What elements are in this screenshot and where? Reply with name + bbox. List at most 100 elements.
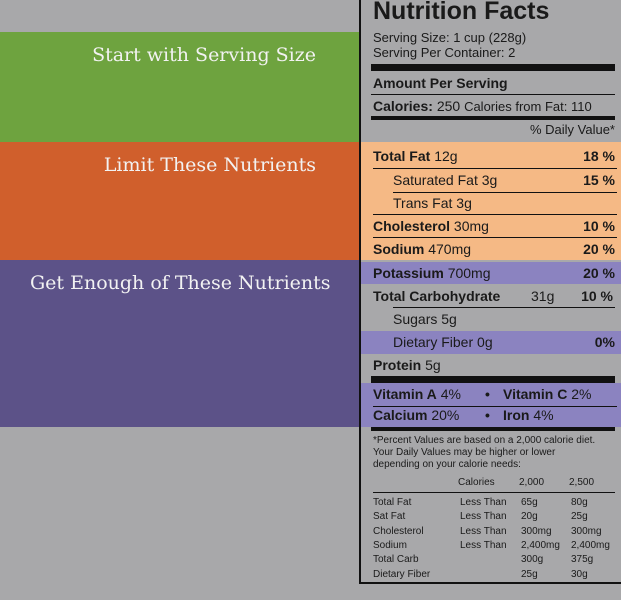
mid-divider bbox=[371, 427, 615, 431]
total-carb-name: Total Carbohydrate bbox=[373, 288, 501, 304]
table-cell-name: Total Fat bbox=[373, 497, 412, 508]
table-cell-qual: Less Than bbox=[460, 539, 507, 551]
calories-row: Calories: 250 Calories from Fat: 110 bbox=[373, 98, 592, 114]
potassium-amount: 700mg bbox=[447, 265, 491, 281]
get-enough-callout-label: Get Enough of These Nutrients bbox=[30, 272, 331, 294]
table-cell-name: Sodium bbox=[373, 539, 407, 551]
footnote-line: *Percent Values are based on a 2,000 cal… bbox=[373, 435, 596, 446]
vitamin-c-name: Vitamin C bbox=[503, 386, 568, 402]
trans-fat-row: Trans Fat 3g bbox=[393, 195, 472, 211]
sodium-amount: 470mg bbox=[428, 241, 472, 257]
table-cell-v1: 300mg bbox=[521, 525, 552, 537]
potassium-row: Potassium 700mg 20 % bbox=[361, 262, 621, 284]
amount-per-serving: Amount Per Serving bbox=[373, 75, 508, 91]
table-cell-qual: Less Than bbox=[460, 511, 507, 523]
table-header-2000: 2,000 bbox=[519, 477, 545, 488]
vitamin-a-name: Vitamin A bbox=[373, 386, 437, 402]
sodium-row: Sodium 470mg bbox=[373, 241, 471, 257]
dietary-fiber-dv: 0% bbox=[594, 334, 615, 350]
calories-value: 250 bbox=[436, 98, 461, 114]
divider bbox=[393, 307, 615, 308]
nutrition-facts-label: Nutrition Facts Serving Size: 1 cup (228… bbox=[359, 0, 621, 584]
serving-size: Serving Size: 1 cup (228g) bbox=[373, 30, 527, 45]
total-fat-amount: 12g bbox=[434, 148, 458, 164]
divider bbox=[373, 214, 617, 215]
total-carb-dv: 10 % bbox=[581, 288, 613, 304]
sodium-dv: 20 % bbox=[583, 241, 615, 257]
sugars-name: Sugars bbox=[393, 311, 438, 327]
calcium-row: Calcium 20% bbox=[373, 407, 459, 423]
calories-label: Calories: bbox=[373, 98, 433, 114]
thick-divider bbox=[371, 64, 615, 71]
table-cell-v2: 300mg bbox=[571, 525, 602, 537]
trans-fat-name: Trans Fat bbox=[393, 195, 453, 211]
saturated-fat-dv: 15 % bbox=[583, 172, 615, 188]
limit-nutrients-callout: Limit These Nutrients bbox=[0, 142, 359, 260]
table-cell-v1: 20g bbox=[521, 511, 538, 523]
bullet: • bbox=[485, 407, 490, 423]
potassium-dv: 20 % bbox=[583, 265, 615, 281]
limit-nutrients-callout-label: Limit These Nutrients bbox=[103, 154, 316, 176]
total-fat-dv: 18 % bbox=[583, 148, 615, 164]
serving-size-callout-label: Start with Serving Size bbox=[92, 44, 316, 66]
cholesterol-row: Cholesterol 30mg bbox=[373, 218, 489, 234]
daily-value-header: % Daily Value* bbox=[529, 122, 615, 137]
protein-amount: 5g bbox=[425, 357, 441, 373]
potassium-name: Potassium bbox=[373, 265, 444, 281]
saturated-fat-amount: 3g bbox=[481, 172, 498, 188]
footnote: *Percent Values are based on a 2,000 cal… bbox=[373, 435, 619, 471]
serving-size-callout: Start with Serving Size bbox=[0, 32, 359, 142]
protein-name: Protein bbox=[373, 357, 422, 373]
dietary-fiber-amount: 0g bbox=[477, 334, 493, 350]
total-fat-row: Total Fat 12g bbox=[373, 148, 458, 164]
table-cell-name: Total Carb bbox=[373, 554, 419, 566]
footnote-line: Your Daily Values may be higher or lower bbox=[373, 447, 556, 458]
table-cell-v1: 300g bbox=[521, 554, 544, 566]
vitamin-a-row: Vitamin A 4% bbox=[373, 386, 461, 402]
mid-divider bbox=[371, 116, 615, 120]
divider bbox=[371, 94, 615, 95]
cholesterol-name: Cholesterol bbox=[373, 218, 451, 234]
table-cell-name: Cholesterol bbox=[373, 525, 424, 537]
divider bbox=[393, 192, 617, 193]
table-cell-v2: 25g bbox=[571, 511, 588, 523]
label-title: Nutrition Facts bbox=[373, 0, 550, 25]
divider bbox=[373, 237, 617, 238]
cholesterol-dv: 10 % bbox=[583, 218, 615, 234]
total-fat-name: Total Fat bbox=[373, 148, 431, 164]
saturated-fat-row: Saturated Fat 3g bbox=[393, 172, 497, 188]
saturated-fat-name: Saturated Fat bbox=[393, 172, 478, 188]
servings-per-container: Serving Per Container: 2 bbox=[373, 45, 516, 60]
trans-fat-amount: 3g bbox=[456, 195, 472, 211]
divider bbox=[373, 492, 615, 493]
table-header-2500: 2,500 bbox=[569, 477, 595, 488]
table-cell-v1: 25g bbox=[521, 568, 538, 580]
dietary-fiber-name: Dietary Fiber bbox=[393, 334, 474, 350]
protein-row: Protein 5g bbox=[373, 357, 441, 373]
vitamins-block: Vitamin A 4% • Vitamin C 2% Calcium 20% … bbox=[361, 383, 621, 427]
table-header-calories: Calories bbox=[458, 477, 495, 488]
divider bbox=[373, 168, 617, 169]
dietary-fiber-row: Dietary Fiber 0g 0% bbox=[361, 331, 621, 354]
table-cell-v1: 65g bbox=[521, 497, 538, 508]
vitamin-c-dv: 2% bbox=[571, 386, 592, 402]
total-carb-amount: 31g bbox=[531, 288, 555, 304]
table-cell-v2: 80g bbox=[571, 497, 588, 508]
sugars-row: Sugars 5g bbox=[393, 311, 457, 327]
divider bbox=[373, 406, 617, 407]
footnote-line: depending on your calorie needs: bbox=[373, 459, 521, 470]
vitamin-a-dv: 4% bbox=[440, 386, 461, 402]
bullet: • bbox=[485, 386, 490, 402]
sugars-amount: 5g bbox=[441, 311, 457, 327]
table-cell-qual: Less Than bbox=[460, 497, 507, 508]
thick-divider bbox=[371, 376, 615, 383]
table-cell-name: Dietary Fiber bbox=[373, 568, 431, 580]
iron-row: Iron 4% bbox=[503, 407, 554, 423]
calcium-dv: 20% bbox=[431, 407, 460, 423]
table-cell-qual: Less Than bbox=[460, 525, 507, 537]
table-cell-v1: 2,400mg bbox=[521, 539, 560, 551]
get-enough-callout: Get Enough of These Nutrients bbox=[0, 260, 359, 427]
table-cell-name: Sat Fat bbox=[373, 511, 406, 523]
limit-nutrients-block: Total Fat 12g 18 % Saturated Fat 3g 15 %… bbox=[361, 142, 621, 260]
table-cell-v2: 2,400mg bbox=[571, 539, 610, 551]
